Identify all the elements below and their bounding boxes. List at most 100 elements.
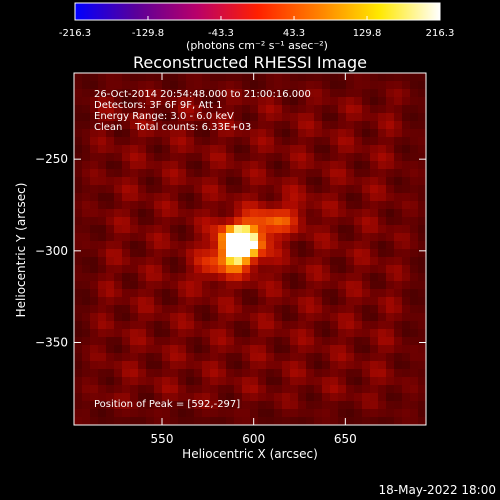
- heatmap-cell: [386, 225, 395, 234]
- heatmap-cell: [82, 217, 91, 226]
- heatmap-cell: [202, 297, 211, 306]
- heatmap-cell: [138, 417, 147, 425]
- heatmap-cell: [266, 417, 275, 425]
- x-tick-label: 600: [242, 432, 265, 446]
- heatmap-cell: [338, 377, 347, 386]
- heatmap-cell: [274, 313, 283, 322]
- chart-title: Reconstructed RHESSI Image: [133, 53, 367, 72]
- heatmap-cell: [122, 137, 131, 146]
- heatmap-cell: [370, 185, 379, 194]
- heatmap-cell: [274, 297, 283, 306]
- heatmap-cell: [290, 177, 299, 186]
- heatmap-cell: [314, 369, 323, 378]
- heatmap-cell: [386, 369, 395, 378]
- heatmap-cell: [354, 265, 363, 274]
- heatmap-cell: [386, 289, 395, 298]
- heatmap-cell: [314, 153, 323, 162]
- heatmap-cell: [322, 257, 331, 266]
- heatmap-cell: [242, 321, 251, 330]
- heatmap-cell: [106, 289, 115, 298]
- heatmap-cell: [298, 337, 307, 346]
- heatmap-cell: [338, 121, 347, 130]
- heatmap-cell: [178, 329, 187, 338]
- heatmap-cell: [242, 409, 251, 418]
- heatmap-cell: [282, 377, 291, 386]
- heatmap-cell: [410, 177, 419, 186]
- heatmap-cell: [266, 225, 275, 234]
- heatmap-cell: [226, 217, 235, 226]
- heatmap-cell: [114, 329, 123, 338]
- heatmap-cell: [298, 249, 307, 258]
- heatmap-cell: [306, 377, 315, 386]
- heatmap-cell: [394, 73, 403, 82]
- heatmap-cell: [306, 345, 315, 354]
- heatmap-cell: [250, 265, 259, 274]
- heatmap-cell: [74, 393, 83, 402]
- heatmap-cell: [154, 105, 163, 114]
- heatmap-cell: [362, 321, 371, 330]
- heatmap-cell: [330, 329, 339, 338]
- heatmap-cell: [138, 193, 147, 202]
- heatmap-cell: [106, 121, 115, 130]
- heatmap-cell: [186, 81, 195, 90]
- heatmap-cell: [210, 241, 219, 250]
- heatmap-cell: [370, 385, 379, 394]
- heatmap-cell: [418, 89, 426, 98]
- heatmap-cell: [146, 201, 155, 210]
- heatmap-cell: [234, 121, 243, 130]
- heatmap-cell: [202, 353, 211, 362]
- heatmap-cell: [378, 241, 387, 250]
- heatmap-cell: [258, 145, 267, 154]
- heatmap-cell: [234, 169, 243, 178]
- heatmap-cell: [330, 417, 339, 425]
- heatmap-cell: [186, 305, 195, 314]
- heatmap-cell: [162, 153, 171, 162]
- heatmap-cell: [82, 89, 91, 98]
- heatmap-cell: [314, 113, 323, 122]
- heatmap-cell: [306, 153, 315, 162]
- heatmap-cell: [242, 401, 251, 410]
- heatmap-cell: [250, 409, 259, 418]
- heatmap-cell: [122, 297, 131, 306]
- heatmap-cell: [402, 73, 411, 82]
- colorbar-tick-label: -216.3: [59, 28, 91, 39]
- heatmap-cell: [402, 377, 411, 386]
- heatmap-cell: [242, 97, 251, 106]
- heatmap-cell: [226, 345, 235, 354]
- heatmap-cell: [402, 281, 411, 290]
- heatmap-cell: [394, 145, 403, 154]
- heatmap-cell: [138, 217, 147, 226]
- heatmap-cell: [130, 409, 139, 418]
- heatmap-cell: [346, 409, 355, 418]
- heatmap-cell: [138, 297, 147, 306]
- heatmap-cell: [218, 161, 227, 170]
- heatmap-cell: [306, 193, 315, 202]
- heatmap-cell: [258, 105, 267, 114]
- heatmap-cell: [266, 409, 275, 418]
- heatmap-cell: [178, 185, 187, 194]
- heatmap-cell: [194, 313, 203, 322]
- heatmap-cell: [410, 273, 419, 282]
- heatmap-cell: [346, 241, 355, 250]
- heatmap-cell: [106, 113, 115, 122]
- heatmap-cell: [402, 273, 411, 282]
- heatmap-cell: [354, 353, 363, 362]
- heatmap-cell: [370, 313, 379, 322]
- heatmap-cell: [394, 81, 403, 90]
- heatmap-cell: [418, 305, 426, 314]
- heatmap-cell: [250, 225, 259, 234]
- heatmap-cell: [306, 129, 315, 138]
- heatmap-cell: [234, 401, 243, 410]
- heatmap-cell: [162, 257, 171, 266]
- heatmap-cell: [186, 105, 195, 114]
- heatmap: [74, 73, 426, 425]
- heatmap-cell: [418, 225, 426, 234]
- heatmap-cell: [418, 385, 426, 394]
- heatmap-cell: [130, 305, 139, 314]
- heatmap-cell: [98, 145, 107, 154]
- heatmap-cell: [418, 209, 426, 218]
- heatmap-cell: [322, 273, 331, 282]
- heatmap-cell: [138, 273, 147, 282]
- heatmap-cell: [386, 249, 395, 258]
- heatmap-cell: [346, 385, 355, 394]
